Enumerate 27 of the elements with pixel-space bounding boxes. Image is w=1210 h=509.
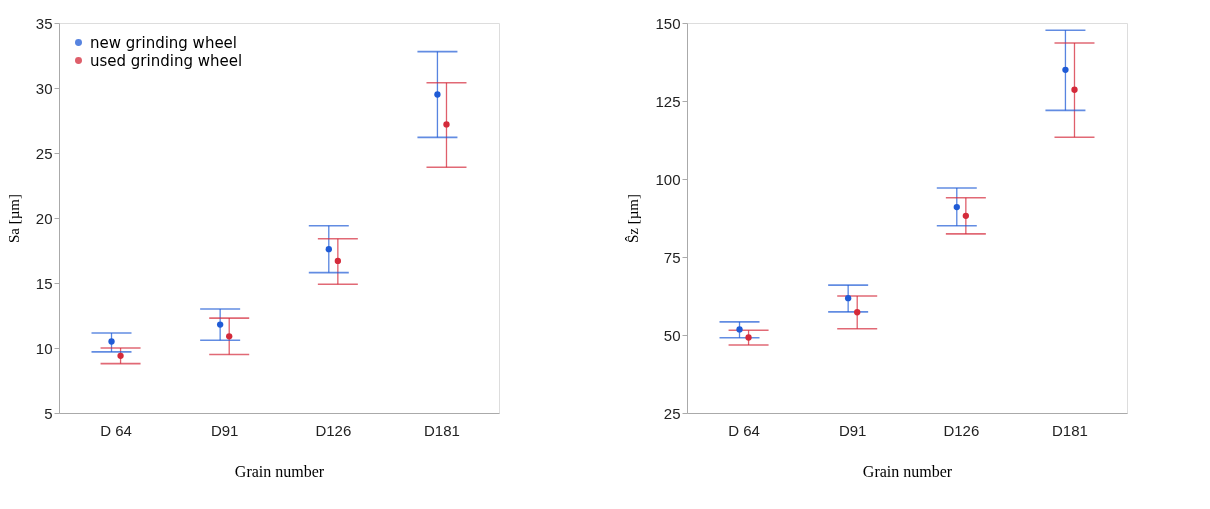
x-tick-label: D91	[210, 421, 239, 439]
y-tick-label: 100	[655, 170, 681, 188]
x-axis-title: Grain number	[234, 462, 325, 480]
y-tick-label: 35	[35, 14, 53, 32]
x-tick-label: D181	[424, 421, 460, 439]
x-tick-label: D 64	[100, 421, 132, 439]
y-tick-label: 25	[35, 144, 53, 162]
y-tick-label: 15	[35, 274, 53, 292]
x-tick-label: D126	[943, 421, 980, 439]
y-tick-label: 150	[655, 14, 681, 32]
x-axis-title: Grain number	[862, 462, 953, 480]
legend-label: new grinding wheel	[90, 33, 238, 52]
x-tick-label: D126	[315, 421, 352, 439]
legend-label: used grinding wheel	[90, 51, 243, 70]
y-tick-label: 50	[663, 326, 681, 344]
y-tick-label: 20	[35, 209, 53, 227]
y-tick-label: 75	[663, 248, 681, 266]
y-axis-title: Sa [µm]	[5, 193, 22, 244]
y-tick-label: 30	[35, 79, 53, 97]
x-tick-label: D91	[838, 421, 867, 439]
y-tick-label: 125	[655, 92, 681, 110]
y-tick-label: 5	[44, 404, 53, 422]
y-tick-label: 25	[663, 404, 681, 422]
y-tick-label: 10	[35, 339, 53, 357]
x-tick-label: D181	[1052, 421, 1088, 439]
y-axis-title: Ŝz [µm]	[625, 193, 642, 244]
x-tick-label: D 64	[728, 421, 760, 439]
